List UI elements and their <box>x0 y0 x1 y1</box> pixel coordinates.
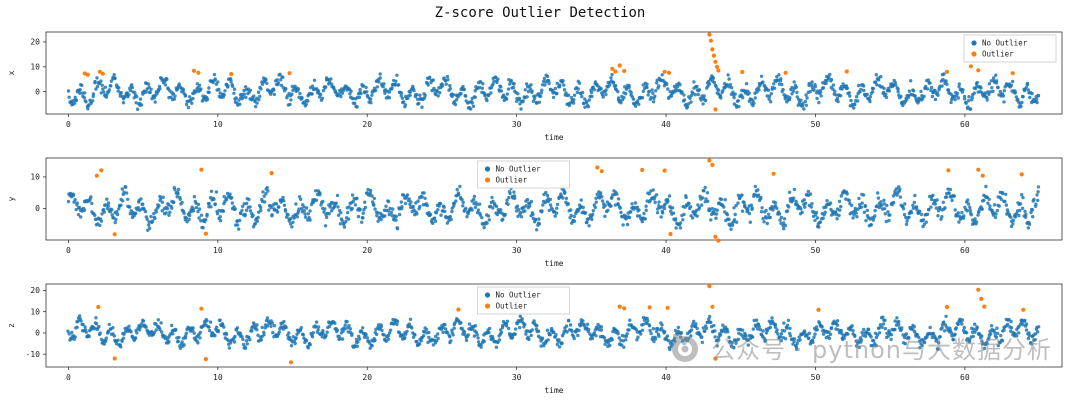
no-outlier-points <box>66 314 1041 352</box>
no-outlier-points <box>66 184 1041 232</box>
chart-title: Z-score Outlier Detection <box>434 5 646 21</box>
x-tick-labels: 0 10 20 30 40 50 60 <box>66 114 970 129</box>
svg-text:50: 50 <box>811 373 821 382</box>
y-tick-labels: 0 10 <box>30 173 46 213</box>
svg-text:10: 10 <box>30 62 40 71</box>
svg-text:20: 20 <box>362 246 372 255</box>
svg-text:30: 30 <box>512 120 522 129</box>
axes-frame <box>45 283 1063 368</box>
no-outlier-points <box>66 72 1041 111</box>
svg-text:50: 50 <box>811 120 821 129</box>
svg-text:0: 0 <box>66 120 71 129</box>
svg-text:20: 20 <box>30 286 40 295</box>
axes-frame <box>45 31 1063 115</box>
svg-text:50: 50 <box>811 246 821 255</box>
svg-text:0: 0 <box>35 329 40 338</box>
y-tick-labels: -10 0 10 20 <box>26 286 46 359</box>
svg-text:30: 30 <box>512 373 522 382</box>
svg-text:40: 40 <box>661 120 671 129</box>
x-axis-label: time <box>544 133 563 142</box>
svg-text:0: 0 <box>35 87 40 96</box>
svg-text:10: 10 <box>213 120 223 129</box>
svg-text:-10: -10 <box>26 350 41 359</box>
svg-text:30: 30 <box>512 246 522 255</box>
svg-text:Outlier: Outlier <box>982 50 1014 59</box>
y-axis-label: x <box>7 70 16 75</box>
svg-text:10: 10 <box>213 373 223 382</box>
svg-text:Outlier: Outlier <box>496 176 528 185</box>
x-tick-labels: 0 10 20 30 40 50 60 <box>66 240 970 255</box>
svg-text:60: 60 <box>960 373 970 382</box>
x-axis-label: time <box>544 259 563 268</box>
subplot-x: 0 10 20 30 40 50 60 0 10 20 time x No Outlier Outlier <box>7 31 1063 142</box>
legend: No Outlier Outlier <box>477 160 570 189</box>
svg-text:No Outlier: No Outlier <box>496 291 542 300</box>
subplot-z: 0 10 20 30 40 50 60 -10 0 10 20 time z No Outlier Outl… <box>7 283 1063 395</box>
svg-text:60: 60 <box>960 120 970 129</box>
svg-text:10: 10 <box>213 246 223 255</box>
svg-text:20: 20 <box>30 38 40 47</box>
svg-text:No Outlier: No Outlier <box>982 39 1028 48</box>
svg-text:0: 0 <box>35 204 40 213</box>
subplot-y: 0 10 20 30 40 50 60 0 10 time y No Outlier Outlier <box>7 157 1063 268</box>
axes-frame <box>45 157 1063 241</box>
y-tick-labels: 0 10 20 <box>30 38 46 96</box>
svg-text:0: 0 <box>66 373 71 382</box>
svg-text:40: 40 <box>661 373 671 382</box>
svg-text:0: 0 <box>66 246 71 255</box>
svg-text:No Outlier: No Outlier <box>496 165 542 174</box>
svg-text:60: 60 <box>960 246 970 255</box>
outlier-points <box>94 158 1024 243</box>
outlier-points <box>82 32 1015 112</box>
svg-text:10: 10 <box>30 173 40 182</box>
svg-text:Outlier: Outlier <box>496 302 528 311</box>
legend: No Outlier Outlier <box>963 34 1057 63</box>
y-axis-label: z <box>7 323 16 328</box>
svg-text:40: 40 <box>661 246 671 255</box>
svg-text:10: 10 <box>30 307 40 316</box>
legend: No Outlier Outlier <box>477 286 570 315</box>
x-tick-labels: 0 10 20 30 40 50 60 <box>66 367 970 382</box>
svg-text:20: 20 <box>362 373 372 382</box>
y-axis-label: y <box>7 196 16 201</box>
svg-text:20: 20 <box>362 120 372 129</box>
x-axis-label: time <box>544 386 563 395</box>
